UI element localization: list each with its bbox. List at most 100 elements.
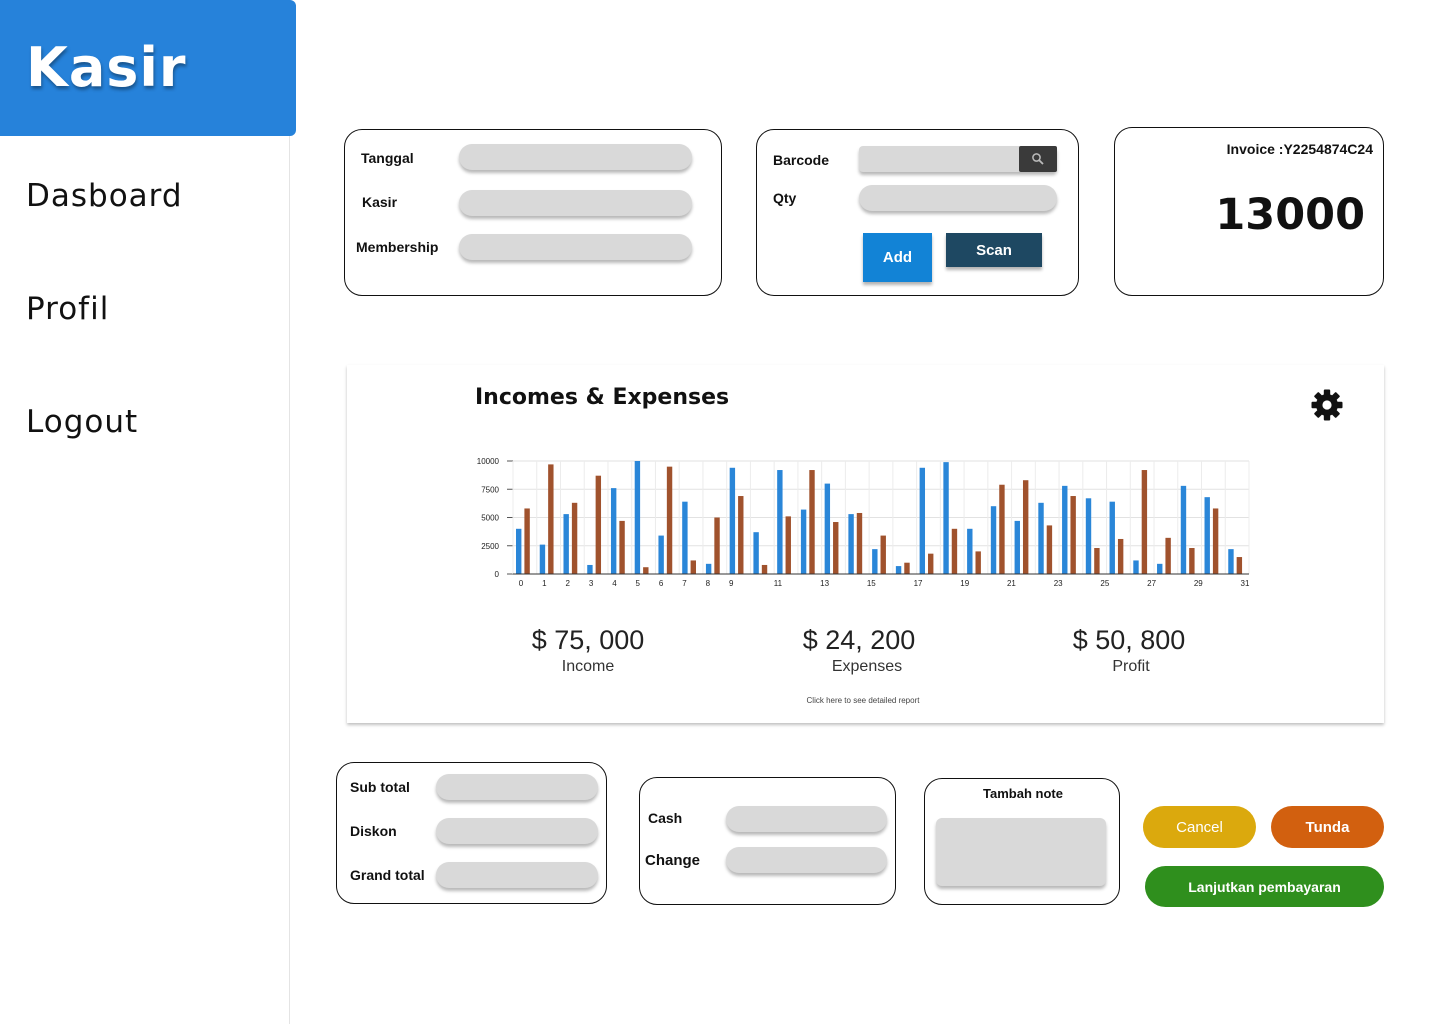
qty-input[interactable] xyxy=(859,185,1057,211)
x-tick-label: 25 xyxy=(1100,579,1109,588)
chart-bar xyxy=(539,544,546,574)
membership-label: Membership xyxy=(356,239,439,255)
x-tick-label: 1 xyxy=(542,579,547,588)
diskon-field[interactable] xyxy=(436,818,598,844)
sidebar-item-profil[interactable]: Profil xyxy=(26,291,110,327)
chart-bar xyxy=(738,496,744,574)
change-label: Change xyxy=(645,852,701,869)
diskon-label: Diskon xyxy=(350,823,397,839)
chart-bar xyxy=(975,551,981,574)
payment-card: Cash Change xyxy=(639,777,896,905)
cancel-button[interactable]: Cancel xyxy=(1143,806,1256,848)
chart-bar xyxy=(571,502,578,574)
detailed-report-link[interactable]: Click here to see detailed report xyxy=(806,696,920,705)
cash-field[interactable] xyxy=(726,806,887,832)
note-label: Tambah note xyxy=(983,786,1063,801)
chart-bar xyxy=(1165,537,1171,574)
invoice-number: Invoice :Y2254874C24 xyxy=(1226,141,1373,157)
summary-card: Sub total Diskon Grand total xyxy=(336,762,607,904)
barcode-search-button[interactable] xyxy=(1019,146,1057,172)
chart-bar xyxy=(880,535,886,574)
chart-bar xyxy=(1189,548,1195,574)
chart-bar xyxy=(848,514,854,574)
tunda-button[interactable]: Tunda xyxy=(1271,806,1384,848)
settings-button[interactable] xyxy=(1310,388,1344,422)
chart-bar xyxy=(809,470,815,574)
chart-bar xyxy=(761,564,768,574)
chart-bar xyxy=(990,506,997,574)
invoice-total: 13000 xyxy=(1215,190,1365,240)
scan-button[interactable]: Scan xyxy=(946,233,1042,267)
chart-bar xyxy=(1204,497,1210,574)
expenses-label: Expenses xyxy=(831,658,903,675)
chart-bar xyxy=(919,467,926,574)
chart-bar xyxy=(714,517,720,574)
cash-label: Cash xyxy=(648,810,683,826)
chart-bar xyxy=(548,464,554,574)
barcode-label: Barcode xyxy=(773,152,830,168)
x-tick-label: 0 xyxy=(519,579,524,588)
x-tick-label: 8 xyxy=(706,579,711,588)
barcode-card: Barcode Qty Add Scan xyxy=(756,129,1079,296)
sidebar-item-dasboard[interactable]: Dasboard xyxy=(26,178,183,214)
chart-bar xyxy=(1133,560,1139,574)
y-tick-label: 10000 xyxy=(477,457,500,466)
kasir-field[interactable] xyxy=(459,190,692,216)
grandtotal-field[interactable] xyxy=(436,862,598,888)
tanggal-label: Tanggal xyxy=(361,150,414,166)
chart-bar xyxy=(1038,502,1044,574)
gear-icon xyxy=(1311,389,1343,421)
chart-bar xyxy=(951,528,958,574)
chart-bar xyxy=(1236,557,1243,574)
chart-bar xyxy=(800,509,807,574)
chart-bar xyxy=(824,483,831,574)
x-tick-label: 29 xyxy=(1194,579,1203,588)
chart-bar xyxy=(524,508,530,574)
chart-bar xyxy=(833,522,839,574)
y-tick-label: 7500 xyxy=(481,485,499,494)
chart-bar xyxy=(1141,470,1148,574)
x-tick-label: 5 xyxy=(636,579,641,588)
chart-bar xyxy=(785,516,791,574)
change-field[interactable] xyxy=(726,847,887,873)
income-value: $ 75, 000 xyxy=(531,625,645,655)
x-tick-label: 6 xyxy=(659,579,664,588)
chart-bar xyxy=(895,566,902,574)
kasir-label: Kasir xyxy=(362,194,398,210)
chart-bar xyxy=(1085,498,1092,574)
expenses-value: $ 24, 200 xyxy=(802,625,916,655)
membership-field[interactable] xyxy=(459,234,692,260)
chart-bar xyxy=(1212,508,1219,574)
chart-bar xyxy=(595,475,602,574)
x-tick-label: 19 xyxy=(960,579,969,588)
chart-bar xyxy=(1094,548,1100,574)
x-tick-label: 9 xyxy=(729,579,734,588)
x-tick-label: 2 xyxy=(565,579,570,588)
chart-bar xyxy=(1117,538,1124,574)
tanggal-field[interactable] xyxy=(459,144,692,170)
subtotal-field[interactable] xyxy=(436,774,598,800)
profit-label: Profit xyxy=(1112,658,1150,675)
x-tick-label: 23 xyxy=(1054,579,1063,588)
x-tick-label: 4 xyxy=(612,579,617,588)
brand-header: Kasir xyxy=(0,0,296,136)
sidebar-item-logout[interactable]: Logout xyxy=(26,404,139,440)
chart-bar xyxy=(610,488,617,574)
chart-bar xyxy=(690,560,696,574)
chart-bar xyxy=(1157,563,1163,574)
profit-value: $ 50, 800 xyxy=(1072,625,1186,655)
chart-bar xyxy=(1109,501,1115,574)
sidebar: Kasir Dasboard Profil Logout xyxy=(0,0,296,1024)
chart-bar xyxy=(1180,485,1187,574)
transaction-info-card: Tanggal Kasir Membership xyxy=(344,129,722,296)
x-tick-label: 31 xyxy=(1241,579,1250,588)
continue-payment-button[interactable]: Lanjutkan pembayaran xyxy=(1145,866,1384,907)
note-textarea[interactable] xyxy=(936,818,1106,886)
chart-bar xyxy=(1022,480,1029,574)
chart-bar xyxy=(666,466,673,574)
chart-bar xyxy=(634,461,641,574)
add-button[interactable]: Add xyxy=(863,233,932,282)
x-tick-label: 27 xyxy=(1147,579,1156,588)
chart-bar xyxy=(777,470,783,574)
